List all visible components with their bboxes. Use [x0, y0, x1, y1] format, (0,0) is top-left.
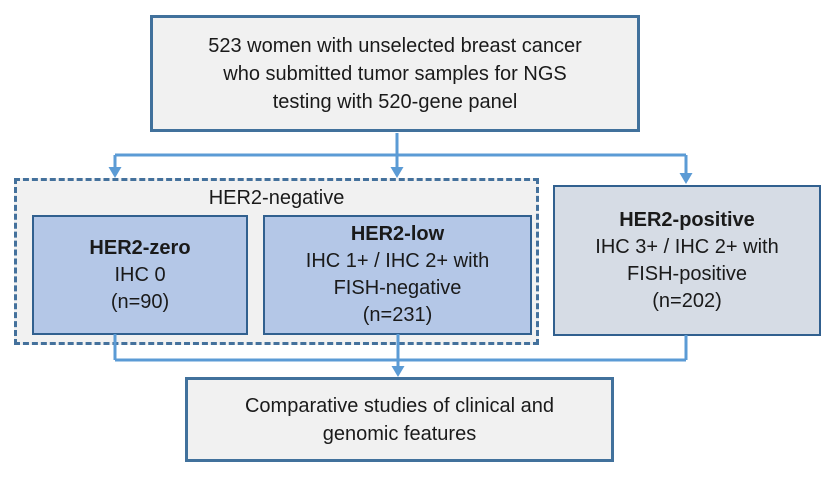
- her2-low-line-3: (n=231): [362, 304, 433, 326]
- her2-low-box: HER2-low IHC 1+ / IHC 2+ with FISH-negat…: [263, 215, 532, 335]
- her2-positive-line-1: IHC 3+ / IHC 2+ with: [595, 235, 779, 258]
- her2-negative-group-label: HER2-negative: [208, 187, 345, 209]
- arrowhead-down-left-icon: [108, 167, 122, 178]
- cohort-text-line-2: who submitted tumor samples for NGS: [223, 62, 567, 85]
- her2-positive-box: HER2-positive IHC 3+ / IHC 2+ with FISH-…: [553, 185, 821, 336]
- arrowhead-down-center-icon: [390, 167, 404, 178]
- her2-positive-line-2: FISH-positive: [626, 262, 748, 285]
- outcome-text-line-1: Comparative studies of clinical and: [244, 394, 555, 417]
- her2-zero-box: HER2-zero IHC 0 (n=90): [32, 215, 248, 335]
- cohort-box: 523 women with unselected breast cancer …: [150, 15, 640, 132]
- arrowhead-down-right-icon: [679, 173, 693, 184]
- her2-positive-line-3: (n=202): [652, 289, 722, 312]
- her2-negative-group-box: HER2-negative HER2-zero IHC 0 (n=90) HER…: [14, 178, 539, 345]
- arrowhead-down-outcome-icon: [391, 366, 405, 377]
- cohort-text-line-3: testing with 520-gene panel: [272, 90, 518, 113]
- cohort-text-line-1: 523 women with unselected breast cancer: [208, 34, 582, 57]
- her2-zero-line-2: (n=90): [110, 290, 170, 313]
- outcome-box: Comparative studies of clinical and geno…: [185, 377, 614, 462]
- her2-low-title: HER2-low: [350, 223, 445, 245]
- her2-positive-title: HER2-positive: [619, 208, 755, 231]
- her2-low-line-2: FISH-negative: [333, 277, 462, 299]
- her2-zero-line-1: IHC 0: [114, 263, 166, 286]
- her2-low-line-1: IHC 1+ / IHC 2+ with: [305, 250, 490, 272]
- her2-zero-title: HER2-zero: [89, 236, 191, 259]
- outcome-text-line-2: genomic features: [322, 422, 477, 445]
- split-connector: [113, 133, 688, 174]
